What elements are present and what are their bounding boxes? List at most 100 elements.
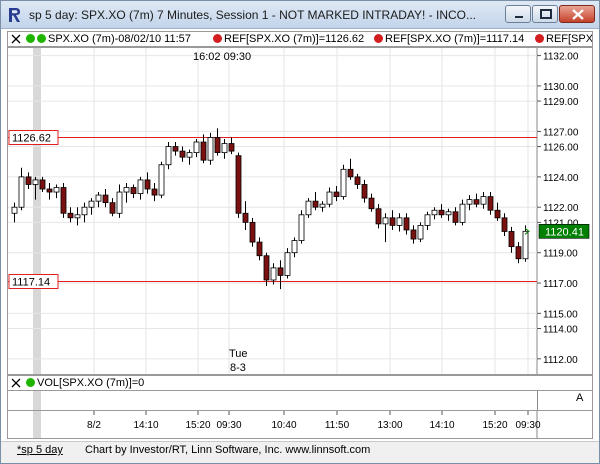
candle xyxy=(340,164,347,200)
price-tick-label: 1130.00 xyxy=(543,82,579,93)
candles xyxy=(11,128,529,290)
price-tick-label: 1112.00 xyxy=(543,355,578,366)
candle xyxy=(480,192,487,209)
time-tick-label: 09:30 xyxy=(515,420,540,431)
time-axis-svg: 8/2 14:10 15:20 09:30 10:40 11:50 13:00 14:10 15… xyxy=(33,411,541,438)
candle-body xyxy=(277,267,284,276)
candle-body xyxy=(480,196,487,205)
candle-body xyxy=(18,176,25,208)
candle-body xyxy=(137,179,144,194)
candle xyxy=(312,192,319,211)
candle xyxy=(172,142,179,156)
minimize-button[interactable] xyxy=(505,5,531,23)
candle-body xyxy=(396,217,403,226)
candle xyxy=(53,184,60,199)
price-chart-pane[interactable]: 1126.62 1117.14 1132.00 1130.00 1129.00 1127… xyxy=(7,47,593,375)
price-chart[interactable]: 1126.62 1117.14 1132.00 1130.00 1129.00 1127… xyxy=(8,48,592,374)
day-date-label: 8-3 xyxy=(230,362,246,374)
title-bar[interactable]: sp 5 day: SPX.XO (7m) 7 Minutes, Session… xyxy=(1,1,599,29)
candle-body xyxy=(151,188,158,196)
candle xyxy=(298,210,305,244)
candle xyxy=(389,210,396,230)
price-tick-label: 1121.00 xyxy=(543,218,579,229)
candle-body xyxy=(298,214,305,241)
session-separator-shade xyxy=(33,411,41,438)
candle xyxy=(158,161,165,199)
candle-body xyxy=(403,217,410,231)
candle xyxy=(25,172,32,190)
candle-body xyxy=(249,221,256,243)
candle-body xyxy=(354,176,361,185)
candle-body xyxy=(60,187,67,214)
candle xyxy=(137,176,144,200)
price-tick-label: 1129.00 xyxy=(543,97,579,108)
volume-legend-item[interactable]: VOL[SPX.XO (7m)]=0 xyxy=(26,377,144,389)
candle-body xyxy=(25,176,32,185)
candle-body xyxy=(200,141,207,161)
candle xyxy=(18,167,25,211)
status-bar: *sp 5 day Chart by Investor/RT, Linn Sof… xyxy=(1,441,599,463)
candle-body xyxy=(340,168,347,197)
candle xyxy=(263,252,270,287)
legend-ref3[interactable]: REF[SPX.X xyxy=(535,33,592,45)
close-pane-icon[interactable] xyxy=(11,378,21,388)
time-axis: 8/2 14:10 15:20 09:30 10:40 11:50 13:00 14:10 15… xyxy=(7,411,593,439)
candle xyxy=(46,182,53,200)
candle xyxy=(221,138,228,159)
candle xyxy=(165,142,172,170)
candle xyxy=(473,193,480,208)
candle xyxy=(193,138,200,158)
candle-body xyxy=(473,199,480,205)
chart-page-tab[interactable]: *sp 5 day xyxy=(17,444,63,456)
candle xyxy=(494,202,501,221)
candle xyxy=(242,201,249,230)
price-tick-label: 1119.00 xyxy=(543,249,578,260)
candle xyxy=(228,137,235,155)
candle xyxy=(487,192,494,215)
candle-body xyxy=(109,202,116,214)
candle-body xyxy=(466,199,473,205)
candle xyxy=(256,237,263,261)
legend-ref2[interactable]: REF[SPX.XO (7m)]=1117.14 xyxy=(374,33,524,45)
day-name-label: Tue xyxy=(229,348,248,360)
candle-body xyxy=(417,225,424,240)
candle xyxy=(179,146,186,162)
candle-body xyxy=(501,217,508,232)
time-tick-label: 10:40 xyxy=(271,420,296,431)
close-pane-icon[interactable] xyxy=(11,34,21,44)
candle xyxy=(375,204,382,229)
candle-body xyxy=(214,137,221,154)
candle-body xyxy=(123,187,130,193)
candle-body xyxy=(452,211,459,223)
candle-body xyxy=(144,179,151,190)
red-dot-icon xyxy=(535,34,544,43)
candle xyxy=(186,149,193,165)
candle-body xyxy=(256,241,263,257)
candle xyxy=(32,176,39,200)
red-dot-icon xyxy=(213,34,222,43)
maximize-button[interactable] xyxy=(532,5,558,23)
candle-body xyxy=(242,212,249,223)
candle-body xyxy=(284,252,291,276)
candle-body xyxy=(11,206,18,214)
candle xyxy=(67,207,74,223)
candle xyxy=(361,179,368,203)
candle-body xyxy=(130,187,137,194)
candle xyxy=(522,225,529,262)
time-tick-label: 15:20 xyxy=(482,420,507,431)
candle xyxy=(144,172,151,194)
candle xyxy=(235,152,242,218)
candle-body xyxy=(326,191,333,205)
close-button[interactable] xyxy=(559,5,595,23)
legend-main[interactable]: SPX.XO (7m)-08/02/10 11:57 xyxy=(26,33,191,45)
candle-body xyxy=(508,231,515,248)
price-tick-label: 1127.00 xyxy=(543,127,579,138)
grid xyxy=(8,48,537,374)
volume-pane[interactable]: A xyxy=(7,391,593,411)
candle xyxy=(501,213,508,237)
legend-ref1[interactable]: REF[SPX.XO (7m)]=1126.62 xyxy=(213,33,364,45)
reference-lines: 1126.62 1117.14 xyxy=(8,130,537,289)
volume-legend: VOL[SPX.XO (7m)]=0 xyxy=(7,375,593,391)
time-tick-label: 14:10 xyxy=(429,420,454,431)
candle-body xyxy=(515,246,522,260)
